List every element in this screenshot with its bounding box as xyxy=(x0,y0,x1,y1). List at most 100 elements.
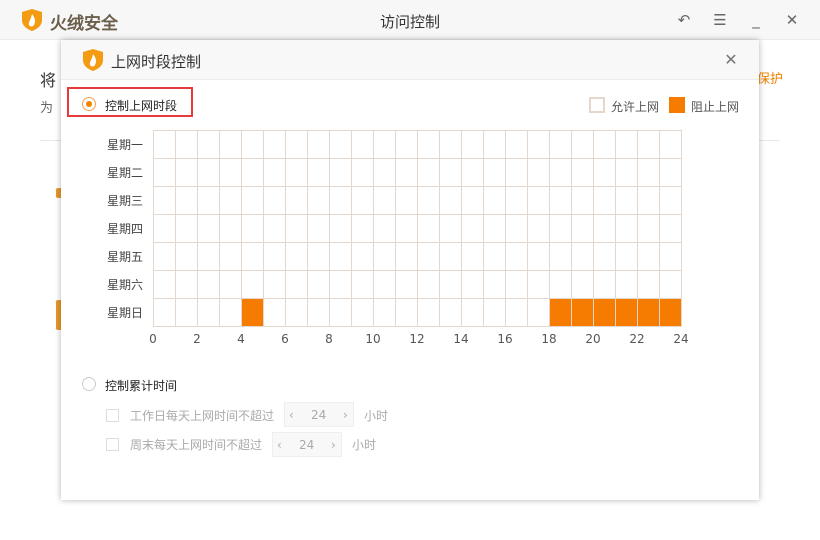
schedule-cell-allowed[interactable] xyxy=(330,271,352,299)
schedule-cell-allowed[interactable] xyxy=(330,187,352,215)
schedule-cell-allowed[interactable] xyxy=(638,271,660,299)
schedule-cell-allowed[interactable] xyxy=(198,243,220,271)
schedule-cell-allowed[interactable] xyxy=(660,271,682,299)
schedule-cell-allowed[interactable] xyxy=(506,271,528,299)
mode-time-period-radio[interactable] xyxy=(82,97,96,111)
schedule-cell-allowed[interactable] xyxy=(594,187,616,215)
schedule-cell-allowed[interactable] xyxy=(572,187,594,215)
schedule-cell-blocked[interactable] xyxy=(638,299,660,327)
schedule-cell-blocked[interactable] xyxy=(616,299,638,327)
schedule-cell-allowed[interactable] xyxy=(528,131,550,159)
schedule-cell-allowed[interactable] xyxy=(418,215,440,243)
schedule-cell-allowed[interactable] xyxy=(550,131,572,159)
schedule-cell-allowed[interactable] xyxy=(154,299,176,327)
schedule-cell-allowed[interactable] xyxy=(418,271,440,299)
schedule-cell-allowed[interactable] xyxy=(616,215,638,243)
schedule-cell-allowed[interactable] xyxy=(594,271,616,299)
schedule-cell-allowed[interactable] xyxy=(352,299,374,327)
schedule-cell-allowed[interactable] xyxy=(506,299,528,327)
schedule-cell-allowed[interactable] xyxy=(330,243,352,271)
weekday-hours-value[interactable]: 24 xyxy=(311,408,327,422)
schedule-cell-allowed[interactable] xyxy=(396,271,418,299)
schedule-cell-allowed[interactable] xyxy=(506,159,528,187)
schedule-cell-allowed[interactable] xyxy=(616,187,638,215)
schedule-cell-allowed[interactable] xyxy=(264,243,286,271)
schedule-cell-allowed[interactable] xyxy=(484,131,506,159)
schedule-cell-allowed[interactable] xyxy=(418,187,440,215)
back-icon[interactable]: ↶ xyxy=(677,11,691,29)
schedule-cell-allowed[interactable] xyxy=(374,215,396,243)
schedule-cell-blocked[interactable] xyxy=(572,299,594,327)
schedule-cell-allowed[interactable] xyxy=(528,215,550,243)
schedule-cell-allowed[interactable] xyxy=(374,187,396,215)
schedule-cell-allowed[interactable] xyxy=(154,215,176,243)
schedule-cell-allowed[interactable] xyxy=(550,215,572,243)
schedule-cell-allowed[interactable] xyxy=(462,215,484,243)
schedule-cell-blocked[interactable] xyxy=(594,299,616,327)
schedule-cell-allowed[interactable] xyxy=(440,299,462,327)
schedule-cell-allowed[interactable] xyxy=(154,271,176,299)
schedule-cell-allowed[interactable] xyxy=(220,215,242,243)
schedule-cell-allowed[interactable] xyxy=(330,215,352,243)
schedule-cell-allowed[interactable] xyxy=(528,299,550,327)
schedule-cell-blocked[interactable] xyxy=(660,299,682,327)
schedule-cell-allowed[interactable] xyxy=(264,131,286,159)
schedule-cell-allowed[interactable] xyxy=(440,159,462,187)
schedule-cell-allowed[interactable] xyxy=(286,159,308,187)
schedule-cell-allowed[interactable] xyxy=(176,215,198,243)
schedule-cell-allowed[interactable] xyxy=(440,243,462,271)
schedule-cell-allowed[interactable] xyxy=(220,243,242,271)
schedule-cell-allowed[interactable] xyxy=(352,243,374,271)
schedule-cell-allowed[interactable] xyxy=(308,299,330,327)
schedule-cell-allowed[interactable] xyxy=(462,299,484,327)
schedule-cell-allowed[interactable] xyxy=(308,243,330,271)
schedule-cell-allowed[interactable] xyxy=(396,159,418,187)
schedule-cell-allowed[interactable] xyxy=(242,131,264,159)
schedule-cell-allowed[interactable] xyxy=(242,243,264,271)
schedule-cell-allowed[interactable] xyxy=(462,271,484,299)
schedule-cell-allowed[interactable] xyxy=(220,159,242,187)
schedule-cell-allowed[interactable] xyxy=(374,271,396,299)
schedule-cell-allowed[interactable] xyxy=(484,299,506,327)
schedule-cell-allowed[interactable] xyxy=(594,159,616,187)
schedule-cell-allowed[interactable] xyxy=(352,159,374,187)
minimize-icon[interactable]: _ xyxy=(752,11,760,29)
schedule-cell-allowed[interactable] xyxy=(506,187,528,215)
decrement-icon[interactable]: ‹ xyxy=(277,438,282,452)
schedule-cell-allowed[interactable] xyxy=(462,159,484,187)
schedule-cell-allowed[interactable] xyxy=(308,159,330,187)
schedule-cell-allowed[interactable] xyxy=(220,271,242,299)
schedule-cell-allowed[interactable] xyxy=(154,187,176,215)
schedule-cell-allowed[interactable] xyxy=(550,243,572,271)
schedule-cell-allowed[interactable] xyxy=(374,159,396,187)
close-icon[interactable]: ✕ xyxy=(785,11,799,29)
schedule-cell-allowed[interactable] xyxy=(638,131,660,159)
schedule-cell-allowed[interactable] xyxy=(594,215,616,243)
dialog-close-icon[interactable]: ✕ xyxy=(724,50,738,69)
weekday-hours-stepper[interactable]: ‹ 24 › xyxy=(284,402,354,427)
schedule-cell-allowed[interactable] xyxy=(572,215,594,243)
schedule-cell-allowed[interactable] xyxy=(660,159,682,187)
weekend-hours-stepper[interactable]: ‹ 24 › xyxy=(272,432,342,457)
schedule-cell-allowed[interactable] xyxy=(484,243,506,271)
schedule-cell-allowed[interactable] xyxy=(374,299,396,327)
increment-icon[interactable]: › xyxy=(331,438,336,452)
schedule-cell-allowed[interactable] xyxy=(352,215,374,243)
schedule-cell-allowed[interactable] xyxy=(220,299,242,327)
schedule-cell-allowed[interactable] xyxy=(242,271,264,299)
schedule-cell-allowed[interactable] xyxy=(550,187,572,215)
decrement-icon[interactable]: ‹ xyxy=(289,408,294,422)
schedule-cell-allowed[interactable] xyxy=(616,271,638,299)
schedule-cell-allowed[interactable] xyxy=(308,271,330,299)
schedule-cell-allowed[interactable] xyxy=(484,159,506,187)
schedule-cell-allowed[interactable] xyxy=(528,187,550,215)
schedule-cell-allowed[interactable] xyxy=(308,215,330,243)
schedule-cell-allowed[interactable] xyxy=(418,159,440,187)
schedule-cell-allowed[interactable] xyxy=(264,187,286,215)
schedule-cell-allowed[interactable] xyxy=(264,299,286,327)
schedule-cell-allowed[interactable] xyxy=(462,131,484,159)
schedule-cell-allowed[interactable] xyxy=(572,131,594,159)
schedule-cell-allowed[interactable] xyxy=(330,131,352,159)
schedule-cell-allowed[interactable] xyxy=(286,215,308,243)
schedule-cell-allowed[interactable] xyxy=(198,271,220,299)
